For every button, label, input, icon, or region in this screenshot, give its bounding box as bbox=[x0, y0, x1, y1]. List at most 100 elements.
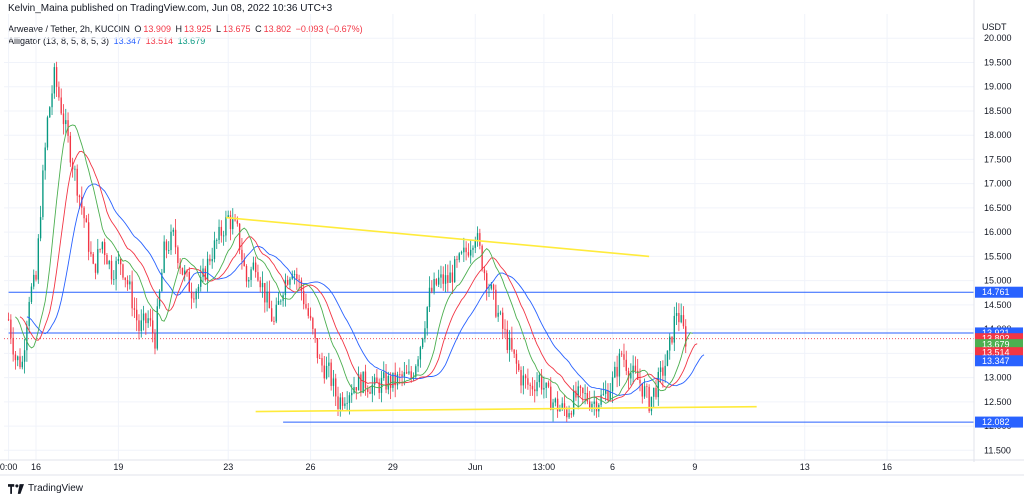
grid bbox=[4, 14, 974, 460]
candle-body bbox=[154, 333, 156, 349]
candle-body bbox=[447, 275, 449, 283]
candle-body bbox=[637, 370, 639, 380]
candle-body bbox=[600, 394, 602, 405]
candle-body bbox=[273, 321, 275, 322]
candle-body bbox=[23, 350, 26, 362]
candle-body bbox=[108, 260, 110, 265]
candle-body bbox=[163, 241, 165, 273]
level-badge-text: 12.082 bbox=[982, 417, 1010, 427]
candle-body bbox=[630, 373, 632, 379]
candle-body bbox=[280, 300, 282, 302]
candle-body bbox=[184, 270, 186, 275]
candle-body bbox=[319, 358, 321, 359]
candle-body bbox=[126, 280, 129, 285]
y-tick-label: 16.500 bbox=[984, 203, 1012, 213]
candle-body bbox=[662, 367, 664, 376]
candle-body bbox=[451, 272, 454, 283]
candle-body bbox=[623, 354, 625, 360]
candle-body bbox=[216, 239, 218, 241]
candle-body bbox=[481, 245, 483, 270]
candle-body bbox=[346, 402, 348, 404]
candle-body bbox=[655, 387, 657, 398]
candle-body bbox=[634, 365, 637, 371]
candle-body bbox=[488, 288, 490, 290]
candle-body bbox=[236, 220, 239, 224]
candle-body bbox=[60, 97, 62, 114]
candle-body bbox=[149, 318, 152, 321]
candle-body bbox=[515, 353, 518, 364]
candle-body bbox=[639, 379, 641, 384]
candle-body bbox=[506, 329, 508, 350]
candle-body bbox=[76, 168, 78, 196]
candle-body bbox=[504, 328, 506, 330]
lips-value: 13.679 bbox=[177, 36, 206, 46]
low-label: L bbox=[216, 24, 222, 34]
candle-body bbox=[14, 354, 17, 361]
candle-body bbox=[410, 371, 412, 379]
alligator-badge-text: 13.679 bbox=[982, 340, 1010, 350]
candle-body bbox=[419, 347, 422, 360]
candle-body bbox=[476, 233, 479, 241]
candle-body bbox=[646, 386, 648, 388]
candle-body bbox=[314, 328, 316, 339]
candle-body bbox=[254, 262, 257, 273]
candle-body bbox=[403, 372, 406, 377]
candle-body bbox=[165, 241, 168, 251]
candle-body bbox=[604, 390, 607, 394]
candle-body bbox=[140, 320, 142, 331]
change-value: −0.093 (−0.67%) bbox=[295, 24, 363, 34]
candle-body bbox=[575, 390, 577, 398]
candle-body bbox=[453, 259, 456, 283]
candle-body bbox=[474, 240, 476, 248]
symbol-line[interactable]: Arweave / Tether, 2h, KUCOIN bbox=[8, 24, 130, 34]
candle-body bbox=[653, 387, 655, 397]
candle-body bbox=[65, 120, 67, 125]
candle-body bbox=[545, 382, 547, 388]
alligator-lines bbox=[15, 124, 705, 408]
candle-body bbox=[586, 393, 589, 402]
candle-body bbox=[486, 273, 488, 290]
candle-body bbox=[101, 242, 104, 250]
indicator-name[interactable]: Alligator (13, 8, 5, 8, 5, 3) bbox=[8, 36, 110, 46]
candle-body bbox=[376, 377, 378, 383]
candle-body bbox=[497, 312, 499, 317]
candle-body bbox=[357, 374, 360, 391]
axes: USDT11.50012.00012.50013.00013.50014.000… bbox=[0, 0, 1024, 476]
candle-body bbox=[286, 279, 289, 285]
candle-body bbox=[291, 274, 293, 279]
candle-body bbox=[389, 375, 392, 388]
candle-body bbox=[524, 375, 527, 379]
candle-body bbox=[10, 319, 12, 338]
candle-body bbox=[245, 266, 248, 282]
y-tick-label: 16.000 bbox=[984, 227, 1012, 237]
candle-body bbox=[495, 289, 497, 317]
candle-body bbox=[401, 374, 403, 377]
candle-body bbox=[49, 107, 51, 118]
high-value: 13.925 bbox=[183, 24, 212, 34]
horizontal-lines bbox=[4, 291, 974, 423]
candle-body bbox=[115, 260, 117, 280]
candle-body bbox=[588, 401, 591, 409]
candle-body bbox=[399, 374, 401, 376]
candle-body bbox=[577, 386, 579, 398]
candle-body bbox=[538, 374, 541, 383]
alligator-badge-text: 13.347 bbox=[982, 356, 1010, 366]
jaw-value: 13.347 bbox=[113, 36, 142, 46]
candle-body bbox=[172, 229, 174, 232]
candles bbox=[7, 61, 687, 422]
tradingview-logo-icon bbox=[8, 483, 24, 494]
y-tick-label: 17.500 bbox=[984, 154, 1012, 164]
candle-body bbox=[110, 260, 113, 280]
candle-body bbox=[227, 215, 229, 218]
candle-body bbox=[19, 356, 21, 368]
candle-body bbox=[465, 247, 467, 253]
candle-body bbox=[508, 337, 511, 350]
candle-body bbox=[669, 336, 671, 351]
candle-body bbox=[119, 258, 122, 265]
candle-body bbox=[621, 353, 623, 355]
candle-body bbox=[609, 391, 611, 401]
price-badges: 14.76113.92112.08213.80223:0513.67913.51… bbox=[975, 286, 1023, 428]
candle-body bbox=[396, 374, 399, 386]
candle-body bbox=[204, 268, 207, 280]
